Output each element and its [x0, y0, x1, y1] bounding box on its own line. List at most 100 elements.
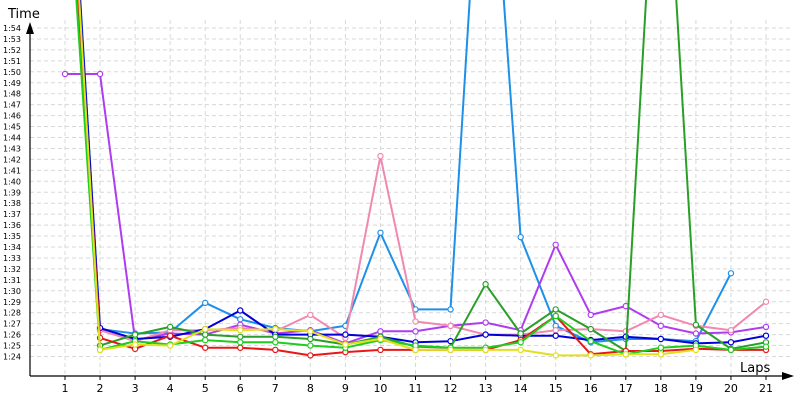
data-point [552, 312, 559, 320]
data-point [166, 323, 174, 331]
y-tick-label: 1:53 [3, 35, 21, 44]
data-point [377, 335, 384, 343]
data-point [552, 306, 559, 313]
data-point [166, 332, 174, 339]
data-point [96, 70, 104, 78]
y-tick-label: 1:29 [3, 298, 21, 307]
y-tick-label: 1:48 [3, 90, 21, 99]
data-point [692, 321, 700, 328]
data-point [517, 233, 524, 241]
x-tick-label: 15 [549, 382, 563, 395]
data-point [201, 336, 209, 344]
y-tick-label: 1:45 [3, 123, 21, 132]
data-point [307, 311, 314, 319]
x-tick-label: 17 [619, 382, 633, 395]
x-tick-label: 14 [514, 382, 528, 395]
data-point [552, 241, 559, 249]
x-tick-label: 6 [237, 382, 244, 395]
y-tick-label: 1:37 [3, 210, 21, 219]
data-point [237, 316, 244, 323]
data-point [412, 346, 419, 354]
data-point [587, 325, 594, 333]
x-tick-label: 10 [373, 382, 387, 395]
series-8 [78, 0, 700, 359]
x-tick-label: 4 [167, 382, 174, 395]
data-point [377, 152, 384, 160]
y-tick-label: 1:34 [3, 243, 21, 252]
series-layer [61, 0, 770, 359]
data-point [201, 344, 209, 351]
data-point [377, 229, 384, 236]
data-point [377, 346, 384, 354]
y-tick-label: 1:25 [3, 342, 21, 351]
data-point [587, 337, 594, 345]
y-tick-label: 1:47 [3, 101, 21, 110]
data-point [482, 319, 489, 326]
y-tick-label: 1:51 [3, 57, 21, 66]
data-point [762, 332, 770, 339]
data-point [377, 328, 384, 335]
y-tick-label: 1:31 [3, 276, 21, 285]
data-point [727, 327, 735, 334]
y-tick-label: 1:41 [3, 166, 21, 175]
y-tick-label: 1:24 [3, 353, 21, 362]
data-point [237, 333, 244, 340]
data-point [272, 346, 279, 354]
x-tick-label: 5 [202, 382, 209, 395]
series-1 [79, 0, 735, 346]
data-point [307, 328, 314, 335]
x-tick-label: 8 [307, 382, 314, 395]
y-axis-arrow [26, 22, 34, 34]
data-point [552, 332, 559, 339]
y-tick-label: 1:32 [3, 265, 21, 274]
data-point [412, 328, 419, 335]
data-point [622, 351, 630, 358]
data-point [482, 346, 489, 354]
data-point [727, 270, 735, 277]
y-tick-label: 1:39 [3, 188, 21, 197]
y-tick-label: 1:35 [3, 232, 21, 241]
x-tick-label: 18 [654, 382, 668, 395]
x-tick-label: 11 [409, 382, 423, 395]
x-tick-label: 16 [584, 382, 598, 395]
y-tick-label: 1:44 [3, 134, 21, 143]
y-tick-label: 1:49 [3, 79, 21, 88]
data-point [692, 330, 700, 337]
data-point [482, 331, 489, 338]
data-point [517, 339, 524, 346]
data-point [657, 335, 665, 343]
y-tick-label: 1:46 [3, 112, 21, 121]
series-6 [77, 0, 770, 359]
x-tick-label: 2 [97, 382, 104, 395]
x-axis-arrow [782, 372, 794, 380]
data-point [657, 351, 665, 358]
x-tick-label: 21 [759, 382, 773, 395]
data-point [447, 346, 454, 354]
x-tick-label: 1 [62, 382, 69, 395]
data-point [131, 341, 139, 348]
x-tick-label: 19 [689, 382, 703, 395]
axes [26, 22, 794, 380]
data-point [517, 346, 524, 354]
tick-labels: 1:24 1:25 1:26 1:27 1:28 1:29 1:30 1:31 1:32 1:33… [3, 24, 773, 395]
data-point [237, 327, 244, 334]
data-point [201, 325, 209, 333]
data-point [587, 311, 594, 319]
y-tick-label: 1:27 [3, 320, 21, 329]
data-point [517, 330, 524, 337]
data-point [762, 323, 770, 331]
data-point [307, 352, 314, 359]
x-tick-label: 9 [342, 382, 349, 395]
data-point [237, 344, 244, 351]
data-point [692, 346, 700, 354]
x-tick-label: 12 [444, 382, 458, 395]
y-tick-label: 1:54 [3, 24, 21, 33]
y-tick-label: 1:43 [3, 144, 21, 153]
data-point [272, 339, 279, 346]
data-point [657, 344, 665, 351]
y-tick-label: 1:36 [3, 221, 21, 230]
data-point [727, 339, 735, 346]
data-point [412, 318, 419, 325]
y-tick-label: 1:33 [3, 254, 21, 263]
